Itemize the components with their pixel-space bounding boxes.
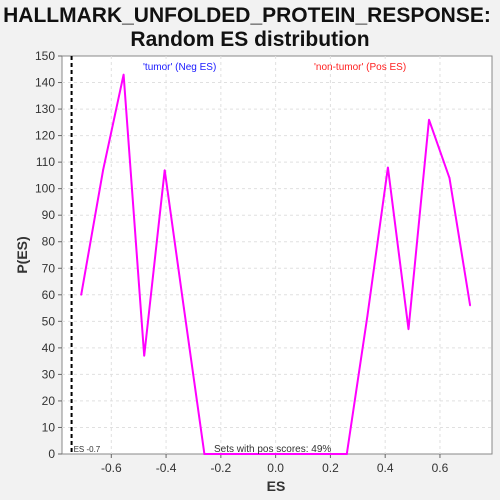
y-tick-label: 20 bbox=[42, 394, 56, 408]
series-point bbox=[366, 315, 369, 317]
series-point bbox=[203, 453, 206, 455]
series-point bbox=[448, 177, 451, 179]
y-tick-label: 130 bbox=[35, 102, 55, 116]
y-axis-label: P(ES) bbox=[14, 236, 30, 273]
series-point bbox=[163, 169, 166, 171]
series-point bbox=[102, 169, 104, 171]
series-line bbox=[80, 74, 472, 455]
chart-title: HALLMARK_UNFOLDED_PROTEIN_RESPONSE: bbox=[3, 4, 491, 27]
y-tick-label: 120 bbox=[35, 129, 55, 143]
y-tick-label: 70 bbox=[42, 261, 56, 275]
series-point bbox=[143, 354, 146, 357]
x-tick-label: 0.6 bbox=[432, 461, 449, 475]
series-point bbox=[387, 166, 389, 169]
series-point bbox=[222, 453, 225, 455]
series-point bbox=[263, 453, 266, 455]
series-point bbox=[304, 453, 307, 455]
series-point bbox=[407, 328, 410, 331]
pos-scores-annotation: Sets with pos scores: 49% bbox=[214, 444, 331, 455]
series-point bbox=[469, 304, 471, 307]
y-tick-label: 150 bbox=[35, 49, 55, 63]
grid-lines bbox=[62, 56, 492, 454]
annotation-layer: 'tumor' (Neg ES) 'non-tumor' (Pos ES) Sets… bbox=[74, 62, 407, 455]
x-tick-label: -0.4 bbox=[156, 461, 177, 475]
pos-es-annotation: 'non-tumor' (Pos ES) bbox=[314, 62, 406, 73]
x-axis-label: ES bbox=[267, 478, 286, 494]
y-tick-label: 30 bbox=[42, 367, 56, 381]
series-point bbox=[244, 453, 247, 455]
x-tick-label: -0.2 bbox=[211, 461, 232, 475]
y-tick-label: 0 bbox=[48, 447, 55, 461]
y-tick-label: 110 bbox=[36, 155, 55, 169]
plot-area bbox=[61, 55, 493, 455]
y-tick-label: 80 bbox=[42, 235, 56, 249]
es-value-label: ES -0.7 bbox=[74, 445, 101, 454]
y-tick-label: 40 bbox=[42, 341, 56, 355]
chart-subtitle: Random ES distribution bbox=[130, 28, 369, 51]
x-tick-label: 0.0 bbox=[267, 461, 284, 475]
y-tick-label: 90 bbox=[42, 208, 56, 222]
series-layer bbox=[70, 56, 472, 455]
y-tick-label: 140 bbox=[35, 76, 55, 90]
axis-ticks: 0 10 20 30 40 50 60 70 80 90 100 110 120 130 140 150 -0.… bbox=[35, 49, 449, 475]
y-tick-label: 100 bbox=[35, 182, 55, 196]
y-tick-label: 10 bbox=[42, 420, 56, 434]
x-tick-label: -0.6 bbox=[101, 461, 122, 475]
series-point bbox=[80, 293, 83, 296]
neg-es-annotation: 'tumor' (Neg ES) bbox=[143, 62, 216, 73]
y-tick-label: 60 bbox=[42, 288, 56, 302]
series-point bbox=[182, 307, 185, 309]
series-point bbox=[285, 453, 288, 455]
series-point bbox=[326, 453, 329, 455]
y-tick-label: 50 bbox=[42, 314, 56, 328]
series-point bbox=[122, 73, 125, 76]
series-point bbox=[345, 453, 348, 455]
x-tick-label: 0.4 bbox=[377, 461, 394, 475]
series-point bbox=[428, 118, 430, 121]
x-tick-label: 0.2 bbox=[322, 461, 339, 475]
